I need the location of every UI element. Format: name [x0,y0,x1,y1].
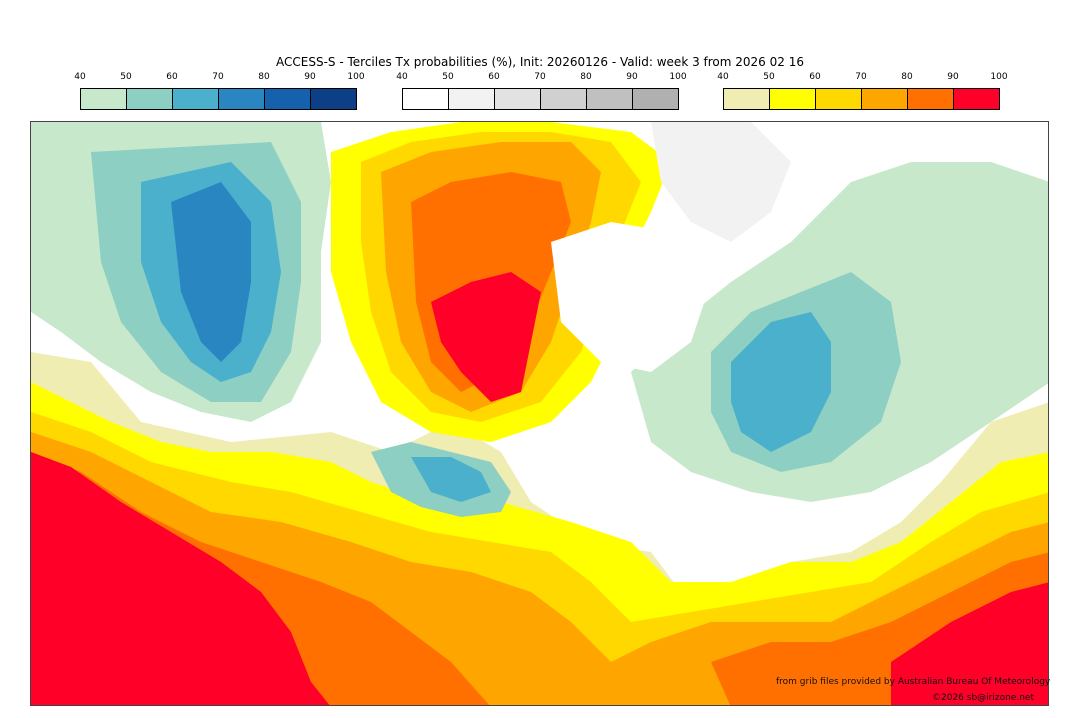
colorbar-bin [816,89,862,109]
light-gray-zone-arctic [651,122,791,242]
tick-label: 50 [763,72,775,82]
colorbar-bin [311,89,356,109]
tick-label: 100 [347,72,365,82]
neutral-zone-arctic [551,222,711,372]
colorbar-bin [908,89,954,109]
tick-label: 40 [396,72,408,82]
tick-label: 100 [990,72,1008,82]
tick-label: 90 [947,72,959,82]
colorbar-near-normal: 40 50 60 70 80 90 100 [396,72,687,112]
map-canvas [31,122,1048,705]
tick-label: 60 [488,72,500,82]
colorbar-bin [449,89,495,109]
tick-label: 50 [442,72,454,82]
colorbar-bin [633,89,678,109]
tick-label: 40 [74,72,86,82]
colorbar-bin [587,89,633,109]
tick-label: 70 [534,72,546,82]
copyright-credit: ©2026 sb@irizone.net [932,693,1034,703]
colorbar-bin [127,89,173,109]
colorbar-bin [770,89,816,109]
dark-blue-zone-canada [171,182,251,362]
tick-label: 70 [855,72,867,82]
tick-label: 90 [304,72,316,82]
tick-label: 80 [580,72,592,82]
colorbar-bin [265,89,311,109]
colorbar-below-normal: 40 50 60 70 80 90 100 [74,72,365,112]
tick-label: 90 [626,72,638,82]
map-title: ACCESS-S - Terciles Tx probabilities (%)… [276,55,804,69]
tick-label: 60 [166,72,178,82]
blue-zone-scandinavia [731,312,831,452]
red-zone-east [891,582,1048,705]
red-zone-southwest [31,452,330,705]
colorbar-above-normal: 40 50 60 70 80 90 100 [717,72,1008,112]
colorbar-bin [495,89,541,109]
data-source-credit: from grib files provided by Australian B… [776,677,1051,687]
tick-label: 80 [258,72,270,82]
red-zone-greenland [431,272,541,402]
tick-label: 70 [212,72,224,82]
tick-label: 60 [809,72,821,82]
tick-label: 100 [669,72,687,82]
colorbar-bin [219,89,265,109]
tick-label: 80 [901,72,913,82]
blue-zone-atlantic [411,457,491,502]
tick-label: 50 [120,72,132,82]
colorbar-bin [954,89,999,109]
colorbar-bin [81,89,127,109]
colorbar-bin [403,89,449,109]
probability-map [30,121,1049,706]
colorbar-bin [862,89,908,109]
colorbar-bin [724,89,770,109]
tick-label: 40 [717,72,729,82]
colorbar-bin [541,89,587,109]
colorbar-bin [173,89,219,109]
